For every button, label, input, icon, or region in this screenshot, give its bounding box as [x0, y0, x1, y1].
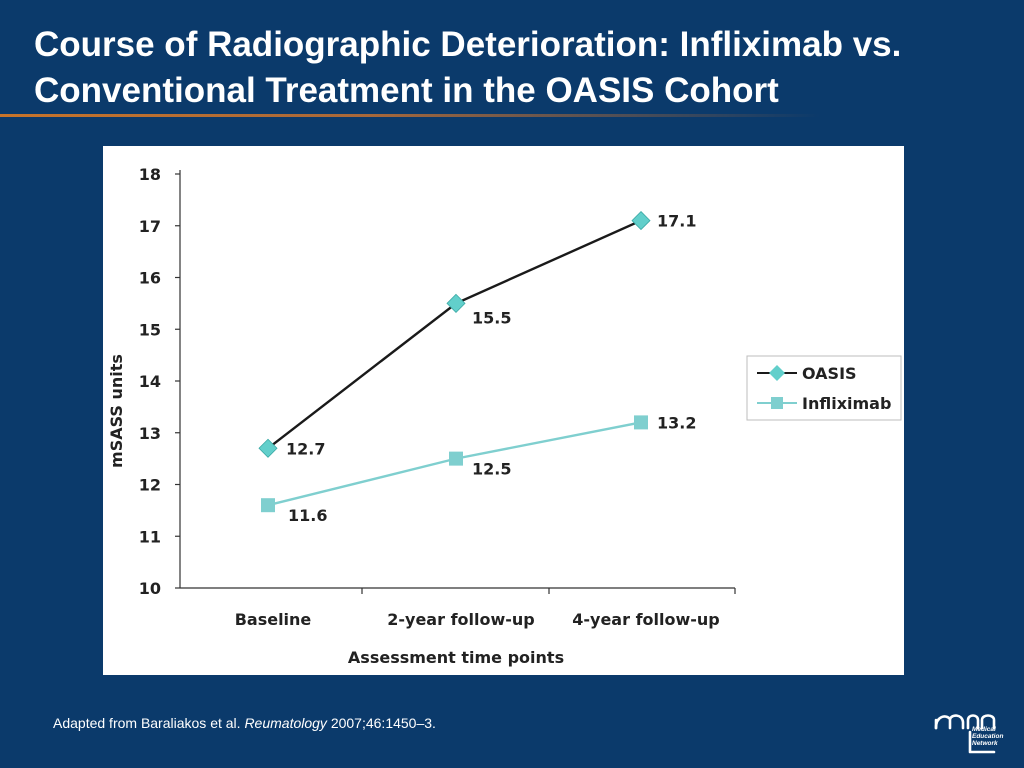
x-tick-label: Baseline: [235, 610, 312, 629]
y-tick-label: 17: [139, 217, 161, 236]
infliximab-data-label: 13.2: [657, 413, 696, 432]
data-labels: 12.7 15.5 17.1 11.6 12.5 13.2: [286, 212, 696, 526]
oasis-data-label: 15.5: [472, 308, 511, 327]
legend-oasis-label: OASIS: [802, 364, 857, 383]
logo-mark-icon: [934, 714, 996, 754]
chart-series: [258, 211, 651, 513]
title-divider: [0, 114, 820, 117]
oasis-data-label: 12.7: [286, 439, 325, 458]
y-tick-label: 15: [139, 320, 161, 339]
y-tick-label: 12: [139, 476, 161, 495]
citation-prefix: Adapted from Baraliakos et al.: [53, 715, 245, 731]
chart-panel: 10 11 12 13 14 15 16 17 18 Baseline 2-year follow…: [103, 146, 904, 675]
y-tick-label: 16: [139, 269, 161, 288]
men-logo: Medical Education Network: [930, 706, 1003, 756]
oasis-data-label: 17.1: [657, 212, 696, 231]
logo-line: Network: [972, 740, 998, 747]
y-tick-label: 14: [139, 372, 161, 391]
oasis-point: [631, 211, 651, 231]
chart-legend: OASIS Infliximab: [746, 355, 902, 421]
oasis-series-line: [267, 219, 642, 450]
x-axis-label: Assessment time points: [348, 648, 564, 667]
oasis-point: [446, 293, 466, 313]
legend-infliximab-label: Infliximab: [802, 394, 891, 413]
infliximab-point: [261, 498, 275, 513]
chart-axes: [179, 170, 735, 589]
legend-box: [746, 355, 902, 421]
x-tick-label: 2-year follow-up: [387, 610, 535, 629]
slide-title: Course of Radiographic Deterioration: In…: [34, 25, 902, 110]
infliximab-data-label: 11.6: [288, 506, 327, 525]
infliximab-data-label: 12.5: [472, 460, 511, 479]
line-chart: 10 11 12 13 14 15 16 17 18 Baseline 2-year follow…: [107, 165, 902, 667]
citation-suffix: 2007;46:1450–3.: [326, 715, 436, 731]
oasis-point: [258, 438, 278, 458]
logo-line: Education: [972, 733, 1004, 740]
y-tick-label: 10: [139, 579, 161, 598]
x-tick-label: 4-year follow-up: [572, 610, 720, 629]
infliximab-point: [634, 415, 648, 430]
logo-text: Medical Education Network: [972, 726, 1003, 747]
citation-journal: Reumatology: [244, 715, 327, 731]
y-axis-label: mSASS units: [107, 354, 126, 468]
x-axis-ticks: Baseline 2-year follow-up 4-year follow-up: [235, 588, 736, 629]
legend-oasis-marker: [769, 365, 785, 381]
logo-line: Medical: [972, 726, 996, 733]
y-axis-ticks: 10 11 12 13 14 15 16 17 18: [139, 165, 180, 598]
legend-infliximab-marker: [771, 397, 783, 409]
source-citation: Adapted from Baraliakos et al. Reumatolo…: [53, 715, 436, 731]
infliximab-point: [449, 451, 463, 466]
y-tick-label: 11: [139, 527, 161, 546]
y-tick-label: 13: [139, 424, 161, 443]
y-tick-label: 18: [139, 165, 161, 184]
